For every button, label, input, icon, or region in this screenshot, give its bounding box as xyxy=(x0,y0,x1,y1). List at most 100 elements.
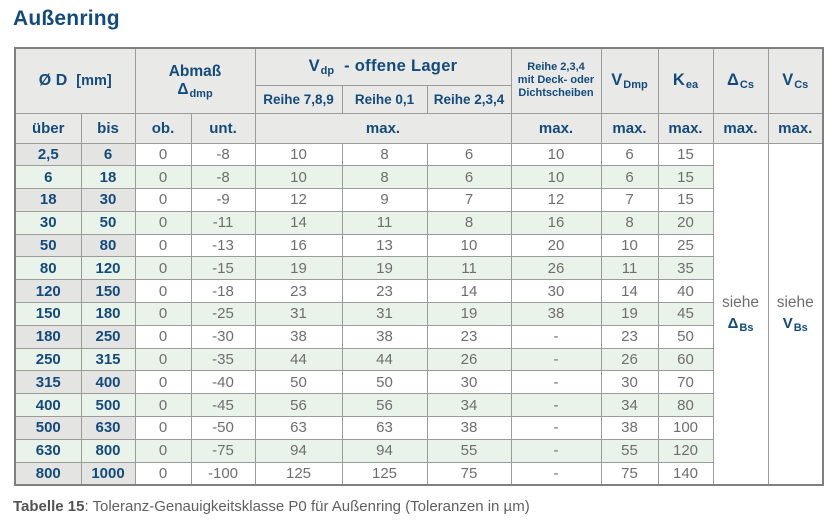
value-cell: 6 xyxy=(600,142,659,167)
diameter-cell: 315 xyxy=(80,347,136,372)
value-cell: 19 xyxy=(254,256,343,281)
value-cell: 125 xyxy=(254,461,343,486)
diameter-unit: [mm] xyxy=(76,72,112,89)
value-cell: 26 xyxy=(600,347,659,372)
table-row: 2,5 6 0 -8 10 8 6 10 6 15 siehe ΔBs siehe VBs xyxy=(14,142,824,486)
table-row: 18 30 0 -9 12 9 7 12 7 15 xyxy=(14,188,823,212)
table-row: 120 150 0 -18 23 23 14 30 14 40 xyxy=(14,279,823,304)
value-cell: 56 xyxy=(254,393,343,418)
value-cell: 0 xyxy=(134,324,192,349)
value-cell: 50 xyxy=(254,370,343,395)
value-cell: -45 xyxy=(190,393,256,418)
abmass-label: Abmaß xyxy=(168,62,222,80)
max-label-vdmp: max. xyxy=(600,112,659,144)
value-cell: 25 xyxy=(657,233,714,258)
value-cell: 44 xyxy=(254,347,343,372)
value-cell: 0 xyxy=(134,188,192,212)
value-cell: 0 xyxy=(134,416,192,440)
value-cell: 8 xyxy=(341,142,428,167)
col-header-delta-cs: ΔCs xyxy=(712,47,769,114)
value-cell: 10 xyxy=(510,142,602,167)
value-cell: -35 xyxy=(190,347,256,372)
value-cell: 0 xyxy=(134,393,192,418)
value-cell: 14 xyxy=(600,279,659,304)
value-cell: -75 xyxy=(190,438,256,463)
value-cell: 10 xyxy=(600,233,659,258)
value-cell: 7 xyxy=(600,188,659,212)
value-cell: 15 xyxy=(657,188,714,212)
diameter-cell: 80 xyxy=(80,233,136,258)
max-label-deck: max. xyxy=(510,112,602,144)
value-cell: - xyxy=(510,461,602,486)
value-cell: 10 xyxy=(510,165,602,190)
value-cell: 94 xyxy=(341,438,428,463)
diameter-cell: 180 xyxy=(14,324,82,349)
value-cell: 19 xyxy=(600,302,659,326)
value-cell: - xyxy=(510,393,602,418)
diameter-cell: 500 xyxy=(14,416,82,440)
diameter-cell: 6 xyxy=(14,165,82,190)
value-cell: 16 xyxy=(510,210,602,235)
value-cell: 12 xyxy=(254,188,343,212)
value-cell: - xyxy=(510,324,602,349)
value-cell: -15 xyxy=(190,256,256,281)
value-cell: 38 xyxy=(510,302,602,326)
diameter-cell: 120 xyxy=(14,279,82,304)
header-row-limits: über bis ob. unt. max. max. max. max. ma… xyxy=(14,112,824,144)
value-cell: - xyxy=(510,347,602,372)
value-cell: 0 xyxy=(134,165,192,190)
value-cell: 31 xyxy=(341,302,428,326)
value-cell: 23 xyxy=(426,324,512,349)
max-label-vdp: max. xyxy=(254,112,512,144)
table-row: 250 315 0 -35 44 44 26-26 60 xyxy=(14,347,823,372)
col-header-vdp-group: Vdp - offene Lager xyxy=(254,47,512,86)
value-cell: 0 xyxy=(134,438,192,463)
value-cell: 11 xyxy=(600,256,659,281)
diameter-label: Ø D xyxy=(38,71,68,89)
siehe-symbol: VBs xyxy=(782,315,808,335)
value-cell: 38 xyxy=(341,324,428,349)
value-cell: 38 xyxy=(426,416,512,440)
diameter-cell: 30 xyxy=(80,188,136,212)
siehe-word: siehe xyxy=(776,294,814,312)
value-cell: -100 xyxy=(190,461,256,486)
col-header-ueber: über xyxy=(14,112,82,144)
value-cell: 56 xyxy=(341,393,428,418)
value-cell: 8 xyxy=(341,165,428,190)
value-cell: -40 xyxy=(190,370,256,395)
value-cell: 10 xyxy=(426,233,512,258)
max-label-delta-cs: max. xyxy=(712,112,769,144)
value-cell: 80 xyxy=(657,393,714,418)
col-header-vcs: VCs xyxy=(767,47,824,114)
value-cell: 12 xyxy=(510,188,602,212)
value-cell: 23 xyxy=(600,324,659,349)
value-cell: 63 xyxy=(254,416,343,440)
siehe-word: siehe xyxy=(721,294,760,312)
col-header-unt: unt. xyxy=(190,112,256,144)
diameter-cell: 1000 xyxy=(80,461,136,486)
value-cell: 75 xyxy=(600,461,659,486)
value-cell: 38 xyxy=(600,416,659,440)
diameter-cell: 315 xyxy=(14,370,82,395)
value-cell: 94 xyxy=(254,438,343,463)
value-cell: - xyxy=(510,438,602,463)
value-cell: 40 xyxy=(657,279,714,304)
table-row: 6 18 0 -8 10 8 6 10 6 15 xyxy=(14,165,823,190)
value-cell: 15 xyxy=(657,142,714,167)
table-row: 80 120 0 -15 19 19 11 26 11 35 xyxy=(14,256,823,281)
value-cell: 7 xyxy=(426,188,512,212)
table-caption: Tabelle 15: Toleranz-Genauigkeitsklasse … xyxy=(13,498,530,515)
value-cell: 6 xyxy=(600,165,659,190)
value-cell: 60 xyxy=(657,347,714,372)
value-cell: 23 xyxy=(254,279,343,304)
value-cell: 26 xyxy=(426,347,512,372)
value-cell: 125 xyxy=(341,461,428,486)
diameter-cell: 6 xyxy=(80,142,136,167)
diameter-cell: 400 xyxy=(80,370,136,395)
diameter-cell: 800 xyxy=(80,438,136,463)
value-cell: 23 xyxy=(341,279,428,304)
diameter-cell: 400 xyxy=(14,393,82,418)
value-cell: 11 xyxy=(341,210,428,235)
value-cell: 120 xyxy=(657,438,714,463)
